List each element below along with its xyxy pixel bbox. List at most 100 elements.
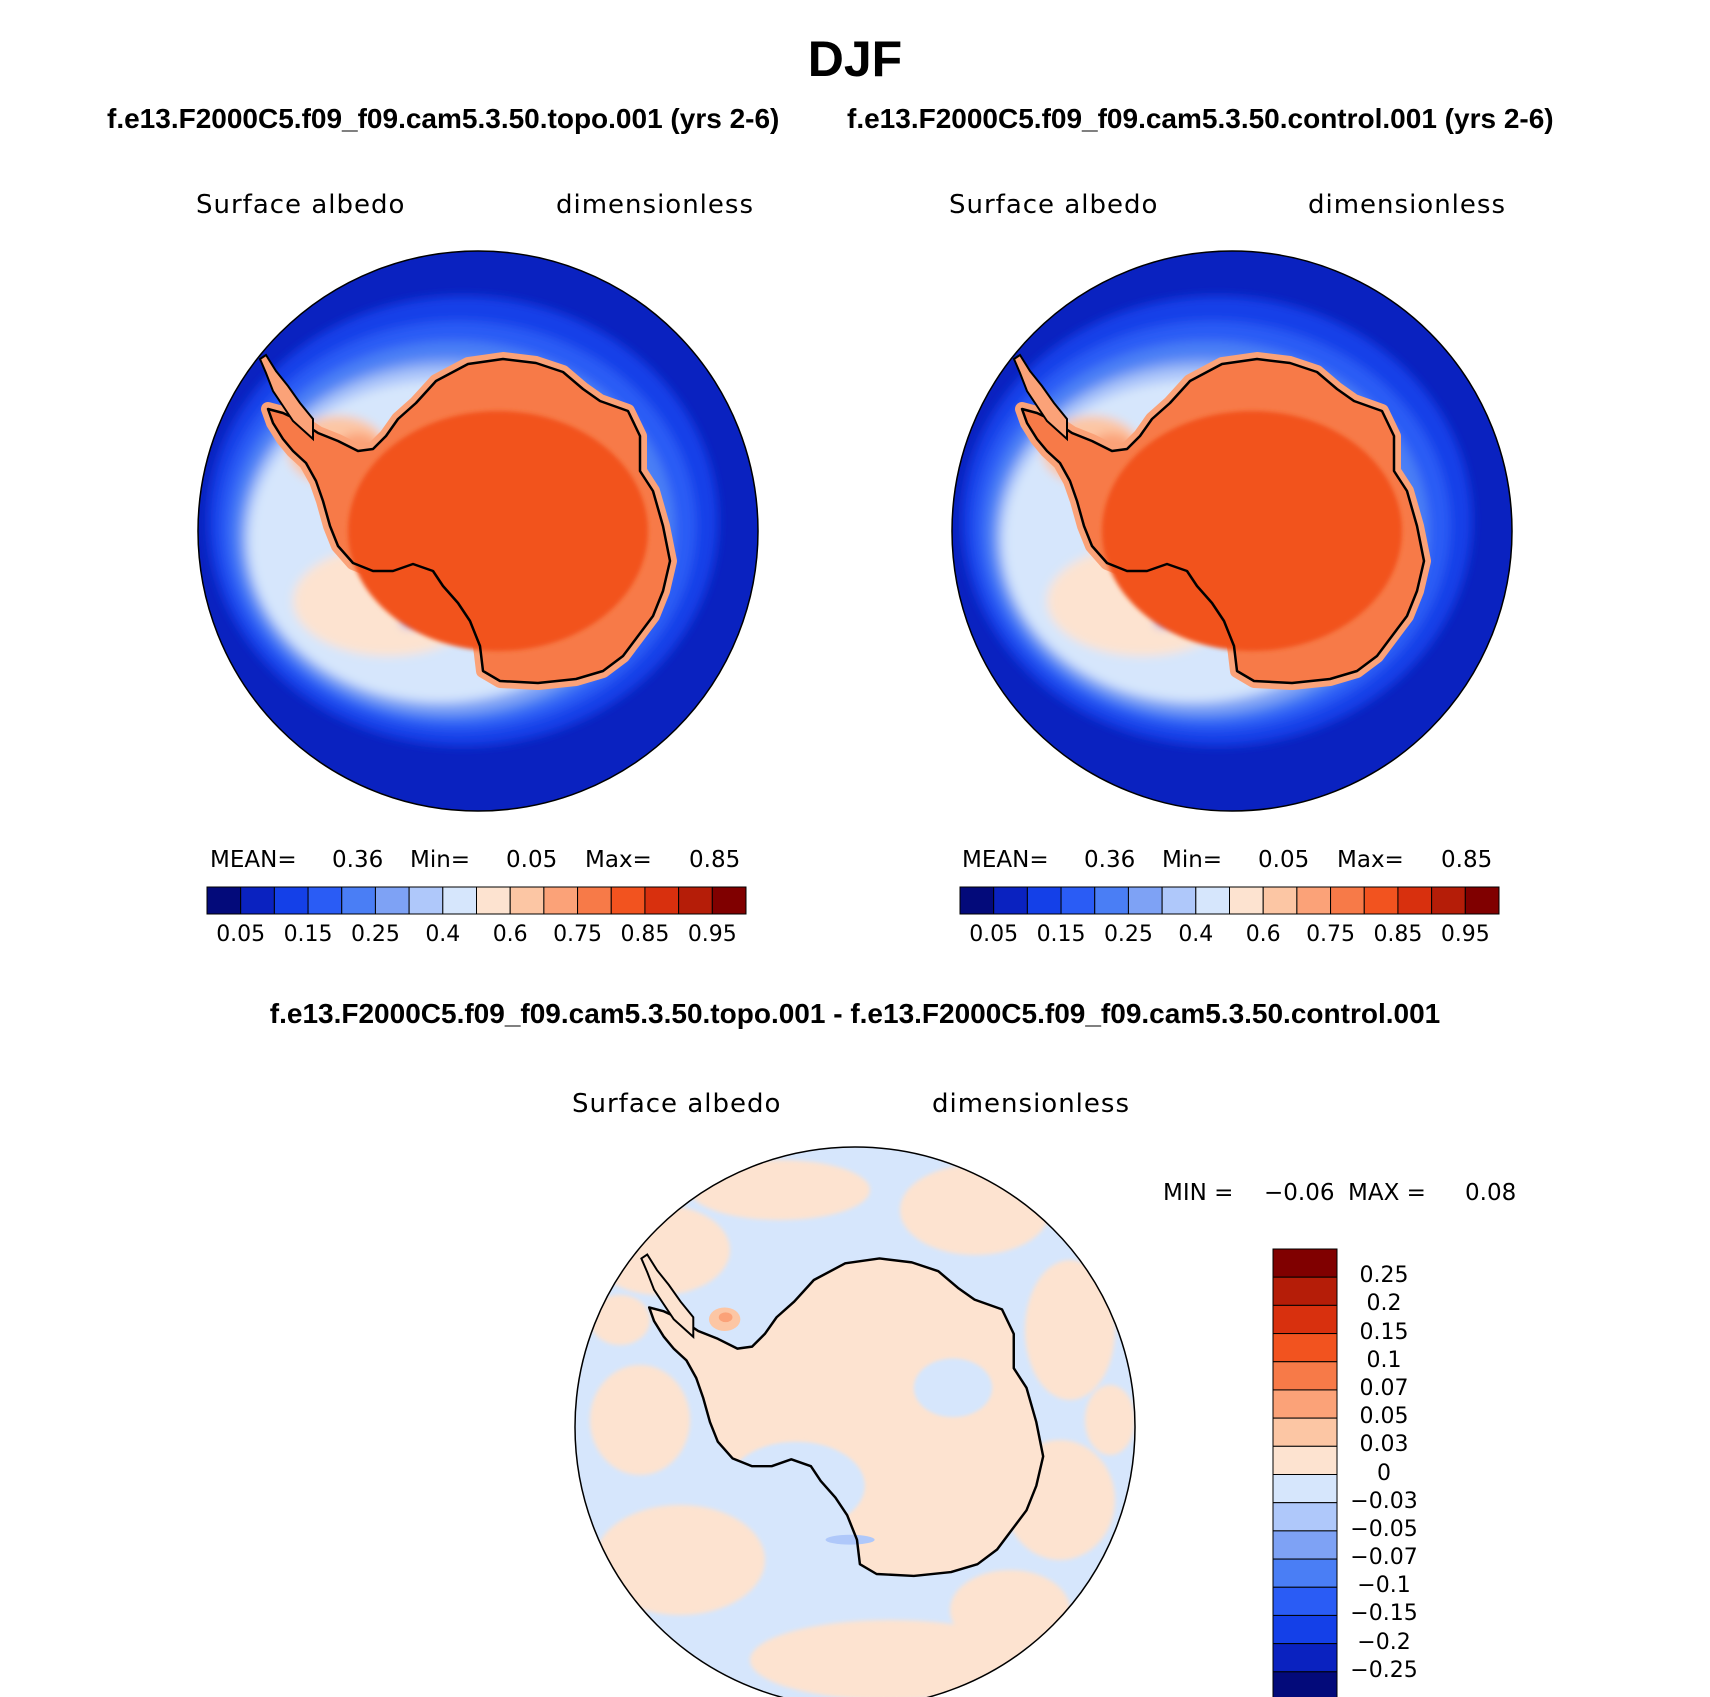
right-colorbar-box	[1195, 886, 1230, 915]
left-colorbar-box	[577, 886, 612, 915]
diff-colorbar-box	[1272, 1474, 1338, 1504]
right-panel-variable: Surface albedo	[949, 190, 1159, 220]
left-colorbar-box	[374, 886, 410, 915]
diff-colorbar-box	[1272, 1671, 1338, 1697]
diff-colorbar-box	[1272, 1304, 1338, 1335]
left-min-value: 0.05	[506, 847, 558, 873]
right-colorbar-box	[1229, 886, 1264, 915]
left-colorbar-box	[273, 886, 309, 915]
left-min-label: Min=	[410, 847, 471, 873]
diff-colorbar-tick-label: −0.03	[1350, 1488, 1418, 1514]
right-max-label: Max=	[1337, 847, 1404, 873]
left-colorbar-tick-label: 0.05	[216, 922, 266, 947]
diff-colorbar-tick-label: 0.05	[1359, 1404, 1409, 1430]
right-colorbar-box	[1161, 886, 1197, 915]
diff-colorbar-box	[1272, 1614, 1338, 1645]
diff-colorbar-box	[1272, 1586, 1338, 1616]
diff-min-label: MIN =	[1163, 1180, 1234, 1206]
right-colorbar-box	[1262, 886, 1298, 915]
diff-colorbar-tick-label: 0.2	[1366, 1291, 1402, 1317]
left-colorbar-box	[644, 886, 680, 915]
right-panel-units: dimensionless	[1308, 190, 1506, 220]
left-colorbar-box	[509, 886, 545, 915]
diff-panel-variable: Surface albedo	[572, 1089, 782, 1119]
diff-colorbar-tick-label: 0.07	[1359, 1375, 1409, 1401]
diff-panel-units: dimensionless	[932, 1089, 1130, 1119]
diff-colorbar-tick-label: −0.2	[1357, 1629, 1411, 1655]
right-colorbar-box	[1127, 886, 1163, 915]
left-colorbar-box	[442, 886, 477, 915]
diff-colorbar-tick-label: −0.25	[1350, 1657, 1418, 1683]
diff-colorbar-box	[1272, 1530, 1338, 1560]
right-colorbar-tick-label: 0.4	[1178, 922, 1214, 947]
left-colorbar-tick-label: 0.4	[425, 922, 461, 947]
right-colorbar-tick-label: 0.6	[1245, 922, 1281, 947]
right-colorbar-tick-label: 0.95	[1440, 922, 1490, 947]
diff-colorbar-tick-label: 0.1	[1366, 1347, 1402, 1373]
right-colorbar-box	[1026, 886, 1062, 915]
diff-colorbar-tick-label: −0.15	[1350, 1601, 1418, 1627]
diff-min-value: −0.06	[1264, 1180, 1335, 1206]
right-map	[952, 251, 1512, 811]
left-colorbar-tick-label: 0.15	[283, 922, 333, 947]
diff-colorbar-tick-label: −0.07	[1350, 1545, 1418, 1571]
left-colorbar-box	[240, 886, 275, 915]
diff-max-value: 0.08	[1465, 1180, 1517, 1206]
right-colorbar-box	[1464, 886, 1500, 915]
right-colorbar-box	[1296, 886, 1332, 915]
right-colorbar-box	[1431, 886, 1466, 915]
diff-colorbar-box	[1272, 1276, 1338, 1306]
diff-colorbar-box	[1272, 1502, 1338, 1532]
right-max-value: 0.85	[1441, 847, 1493, 873]
diff-colorbar-tick-label: −0.1	[1357, 1573, 1411, 1599]
right-colorbar-box	[959, 886, 995, 915]
diff-map	[575, 1147, 1135, 1697]
left-mean-label: MEAN=	[210, 847, 297, 873]
diff-colorbar-tick-label: 0.25	[1359, 1263, 1409, 1289]
left-colorbar-tick-label: 0.6	[492, 922, 528, 947]
left-colorbar-box	[610, 886, 646, 915]
left-max-value: 0.85	[689, 847, 741, 873]
left-colorbar-box	[543, 886, 579, 915]
left-mean-value: 0.36	[332, 847, 384, 873]
diff-colorbar-tick-label: 0.03	[1359, 1432, 1409, 1458]
diff-colorbar-tick-label: −0.05	[1350, 1516, 1418, 1542]
diff-colorbar-box	[1272, 1643, 1338, 1673]
right-panel-case-title: f.e13.F2000C5.f09_f09.cam5.3.50.control.…	[847, 103, 1554, 134]
diff-colorbar-box	[1272, 1558, 1338, 1588]
right-colorbar-box	[1060, 886, 1096, 915]
right-colorbar-box	[1330, 886, 1365, 915]
left-panel-case-title: f.e13.F2000C5.f09_f09.cam5.3.50.topo.001…	[107, 103, 780, 134]
right-colorbar-tick-label: 0.25	[1103, 922, 1153, 947]
right-colorbar-tick-label: 0.85	[1373, 922, 1423, 947]
left-colorbar-tick-label: 0.75	[553, 922, 603, 947]
left-panel-units: dimensionless	[556, 190, 754, 220]
left-map	[198, 251, 758, 811]
left-colorbar-box	[206, 886, 242, 915]
left-panel-variable: Surface albedo	[196, 190, 406, 220]
diff-colorbar-tick-label: 0	[1377, 1460, 1391, 1486]
right-colorbar-tick-label: 0.75	[1306, 922, 1356, 947]
left-colorbar-tick-label: 0.85	[620, 922, 670, 947]
left-colorbar-box	[341, 886, 376, 915]
left-colorbar-box	[711, 886, 747, 915]
right-mean-value: 0.36	[1084, 847, 1136, 873]
diff-colorbar-box	[1272, 1361, 1338, 1391]
right-colorbar-tick-label: 0.05	[969, 922, 1019, 947]
diff-colorbar-tick-label: 0.15	[1359, 1319, 1409, 1345]
right-min-label: Min=	[1162, 847, 1223, 873]
left-colorbar-box	[476, 886, 511, 915]
right-colorbar-box	[1397, 886, 1433, 915]
diff-colorbar-box	[1272, 1417, 1338, 1447]
left-max-label: Max=	[585, 847, 652, 873]
figure-title: DJF	[807, 31, 903, 87]
diff-colorbar-box	[1272, 1445, 1338, 1475]
diff-colorbar-box	[1272, 1389, 1338, 1419]
right-colorbar	[959, 886, 1500, 915]
left-colorbar-box	[307, 886, 343, 915]
diff-colorbar-box	[1272, 1333, 1338, 1363]
left-colorbar-tick-label: 0.95	[687, 922, 737, 947]
left-colorbar-tick-label: 0.25	[350, 922, 400, 947]
right-colorbar-box	[1363, 886, 1399, 915]
